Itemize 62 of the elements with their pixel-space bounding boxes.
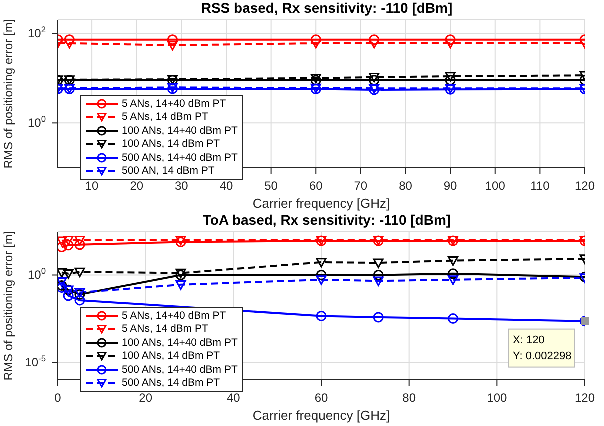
point	[445, 75, 456, 86]
legend-label: 100 ANs, 14+40 dBm PT	[122, 124, 238, 137]
point	[58, 242, 68, 253]
chart-title: ToA based, Rx sensitivity: -110 [dBm]	[202, 212, 452, 230]
point	[64, 34, 75, 46]
x-tick-label: 110	[530, 179, 550, 193]
y-axis-title: RMS of positioning error [m]	[1, 19, 16, 169]
legend-label: 5 ANs, 14 dBm PT	[122, 111, 208, 124]
legend-label: 5 ANs, 14+40 dBm PT	[122, 310, 226, 322]
datatip: X: 120 Y: 0.002298	[508, 317, 589, 368]
point	[369, 75, 380, 86]
x-tick-label: 40	[220, 179, 234, 193]
point	[445, 34, 456, 46]
x-tick-label: 50	[264, 179, 278, 193]
point	[310, 34, 322, 46]
legend-label: 5 ANs, 14+40 dBm PT	[122, 98, 226, 110]
legend-label: 500 ANs, 14+40 dBm PT	[122, 152, 238, 164]
x-tick-label: 80	[402, 391, 416, 405]
x-tick-label: 120	[574, 391, 596, 405]
point	[369, 34, 380, 46]
y-tick-label: 10$^{0}$	[28, 266, 46, 282]
point	[63, 240, 74, 251]
point	[167, 34, 178, 46]
x-tick-label: 0	[54, 391, 62, 405]
point	[445, 72, 456, 82]
y-tick-label: 10$^{-5}$	[25, 354, 46, 370]
legend-label: 500 ANs, 14+40 dBm PT	[122, 364, 238, 376]
legend-label: 500 ANs, 14 dBm PT	[122, 377, 220, 390]
point	[448, 314, 458, 324]
x-tick-label: 20	[130, 179, 144, 193]
legend-label: 100 ANs, 14 dBm PT	[122, 138, 220, 150]
point	[74, 236, 86, 246]
chart-title: RSS based, Rx sensitivity: -110 [dBm]	[200, 0, 454, 18]
annotation: X: 120 Y: 0.002298	[513, 334, 572, 362]
point	[63, 236, 74, 246]
x-tick-label: 120	[574, 179, 596, 193]
x-tick-label: 10	[85, 179, 100, 193]
point	[369, 73, 380, 83]
legend-label: 100 ANs, 14+40 dBm PT	[122, 336, 238, 349]
x-tick-label: 40	[226, 391, 241, 405]
x-tick-label: 70	[354, 179, 368, 193]
x-tick-label: 20	[139, 391, 153, 405]
x-tick-label: 30	[175, 179, 189, 193]
y-tick-label: 10$^{0}$	[28, 114, 46, 130]
point	[74, 240, 86, 250]
x-tick-label: 80	[399, 179, 413, 193]
point	[167, 41, 178, 51]
x-tick-label: 100	[487, 391, 508, 405]
legend-label: 5 ANs, 14 dBm PT	[122, 323, 208, 336]
point	[316, 310, 327, 322]
point	[373, 312, 384, 323]
x-tick-label: 90	[444, 179, 458, 193]
x-axis-title: Carrier frequency [GHz]	[252, 408, 390, 423]
x-tick-label: 60	[309, 179, 324, 193]
y-tick-label: 10$^{2}$	[28, 24, 46, 40]
x-tick-label: 60	[314, 391, 328, 405]
legend-label: 500 AN, 14 dBm PT	[122, 165, 215, 178]
legend-label: 100 ANs, 14 dBm PT	[122, 350, 220, 362]
y-axis-title: RMS of positioning error [m]	[1, 231, 16, 381]
point	[58, 236, 68, 246]
x-axis-title: Carrier frequency [GHz]	[252, 196, 390, 211]
x-tick-label: 100	[485, 179, 506, 193]
